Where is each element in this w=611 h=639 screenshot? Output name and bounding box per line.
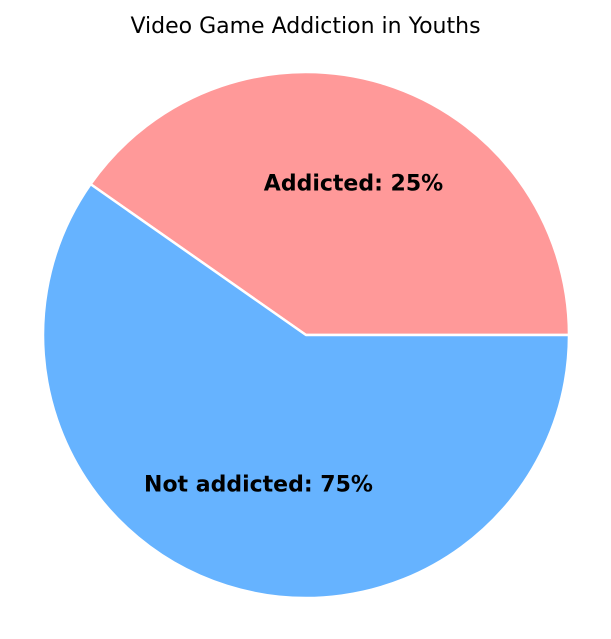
pie-label-addicted: Addicted: 25%	[264, 172, 443, 197]
pie-label-not-addicted: Not addicted: 75%	[144, 473, 373, 498]
pie-slice-not-addicted	[41, 182, 571, 600]
pie-labels: Addicted: 25% Not addicted: 75%	[144, 172, 443, 498]
pie-slices	[41, 70, 571, 600]
chart-title: Video Game Addiction in Youths	[130, 14, 480, 39]
pie-slice-addicted	[89, 70, 571, 337]
